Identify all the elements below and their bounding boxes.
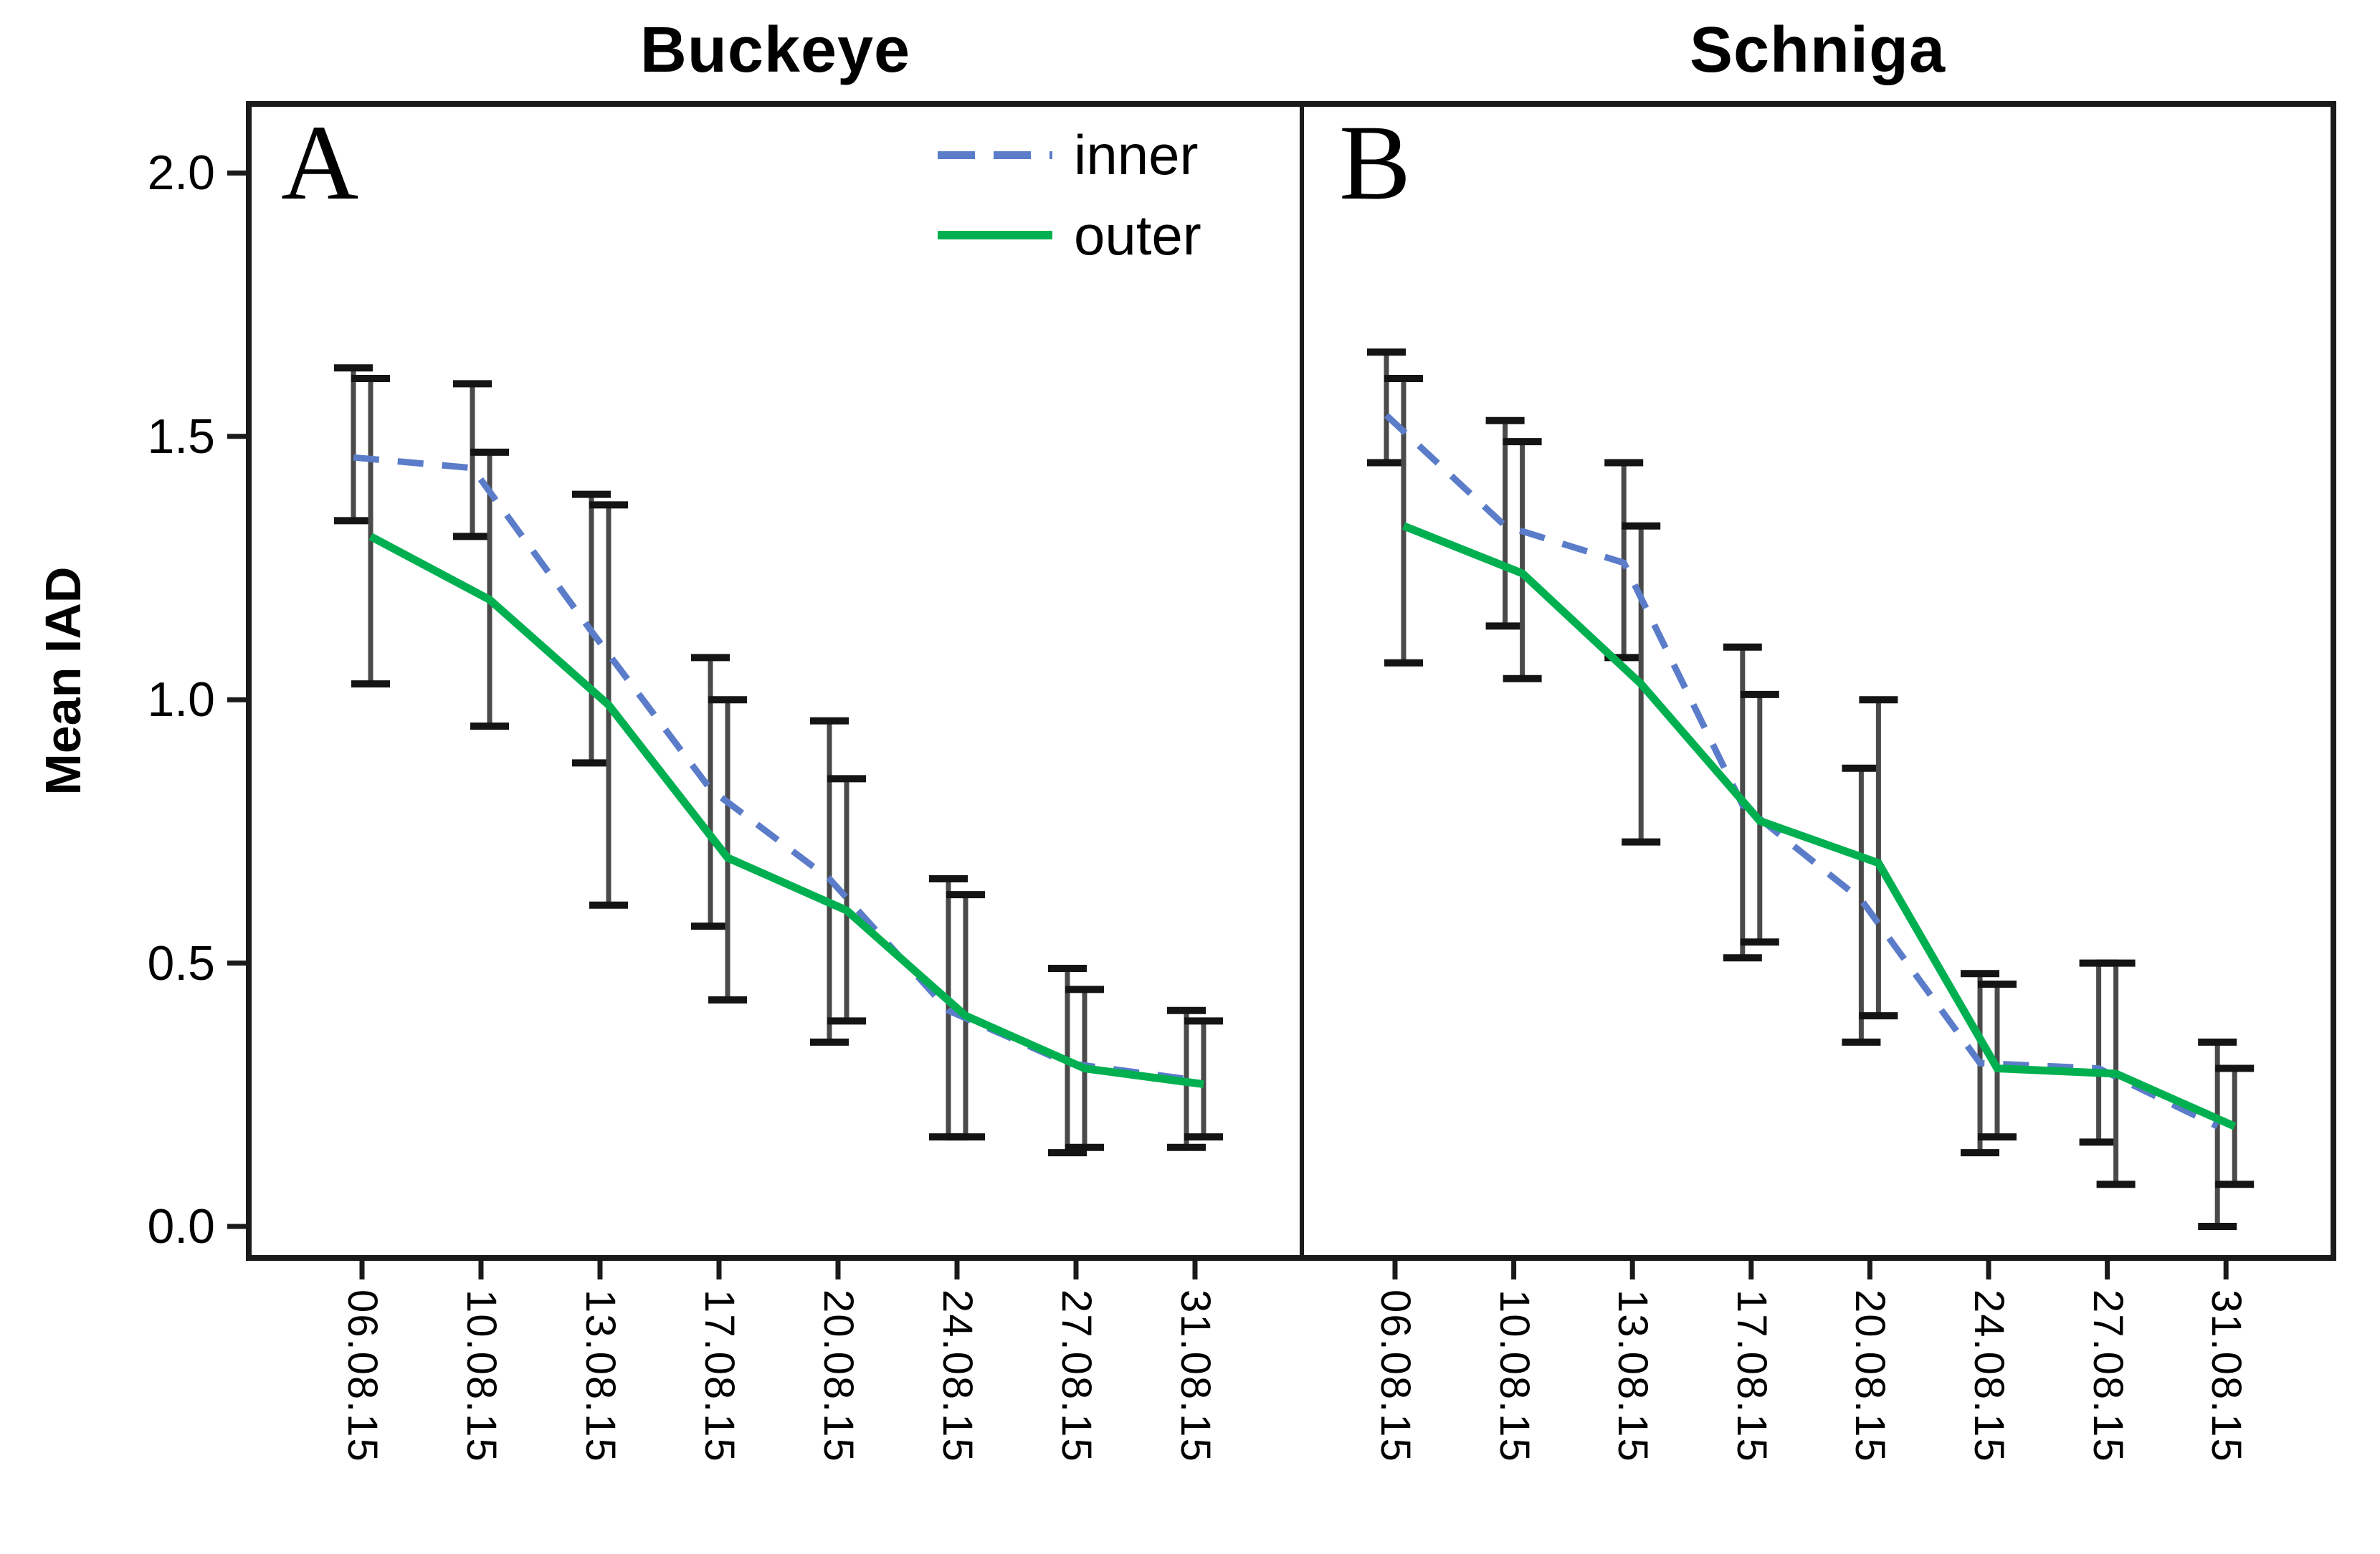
x-tick-label: 27.08.15: [1053, 1290, 1100, 1463]
y-tick-label: 2.0: [147, 146, 215, 201]
y-tick-label: 1.5: [147, 409, 215, 464]
plot-frame: [227, 101, 2336, 1279]
legend: inner outer: [938, 115, 1201, 275]
outer-error-bars: [351, 374, 1223, 1151]
legend-label-inner: inner: [1074, 123, 1199, 186]
x-tick-label: 13.08.15: [1609, 1290, 1657, 1463]
panel-b-letter: B: [1339, 103, 1412, 222]
x-tick-label: 13.08.15: [577, 1290, 624, 1463]
inner-line: [1384, 413, 2219, 1130]
outer-line: [1401, 522, 2237, 1130]
panel-b-data: [1367, 348, 2255, 1230]
inner-error-bars: [1367, 348, 2237, 1230]
x-tick-label: 10.08.15: [458, 1290, 505, 1463]
x-tick-label: 06.08.15: [1372, 1290, 1419, 1463]
x-tick-label: 20.08.15: [815, 1290, 862, 1463]
x-tick-label: 17.08.15: [1728, 1290, 1775, 1463]
panel-a-title: Buckeye: [639, 14, 911, 86]
x-tick-label: 27.08.15: [2084, 1290, 2131, 1463]
x-tick-label: 31.08.15: [2203, 1290, 2250, 1463]
x-tick-label: 17.08.15: [696, 1290, 743, 1463]
legend-row-inner: inner: [938, 115, 1201, 195]
x-tick-label: 24.08.15: [934, 1290, 981, 1463]
x-tick-label: 20.08.15: [1847, 1290, 1894, 1463]
panel-a-letter: A: [281, 103, 359, 222]
legend-label-outer: outer: [1074, 203, 1201, 267]
outer-error-bars: [1384, 374, 2255, 1188]
y-tick-label: 0.5: [147, 935, 215, 991]
outer-solid-line-sample: [938, 231, 1052, 239]
y-tick-label: 1.0: [147, 672, 215, 728]
inner-line: [353, 454, 1187, 1082]
x-tick-label: 31.08.15: [1172, 1290, 1219, 1463]
plot-border: [246, 101, 2336, 1261]
x-tick-label: 24.08.15: [1966, 1290, 2012, 1463]
legend-row-outer: outer: [938, 195, 1201, 275]
panel-a-data: [334, 364, 1223, 1157]
inner-dashed-line-sample: [938, 151, 1052, 159]
outer-line: [368, 533, 1204, 1089]
inner-error-bars: [334, 364, 1206, 1157]
y-tick-label: 0.0: [147, 1199, 215, 1254]
x-tick-label: 10.08.15: [1490, 1290, 1538, 1463]
x-tick-label: 06.08.15: [339, 1290, 386, 1463]
panel-b-title: Schniga: [1689, 14, 1946, 86]
